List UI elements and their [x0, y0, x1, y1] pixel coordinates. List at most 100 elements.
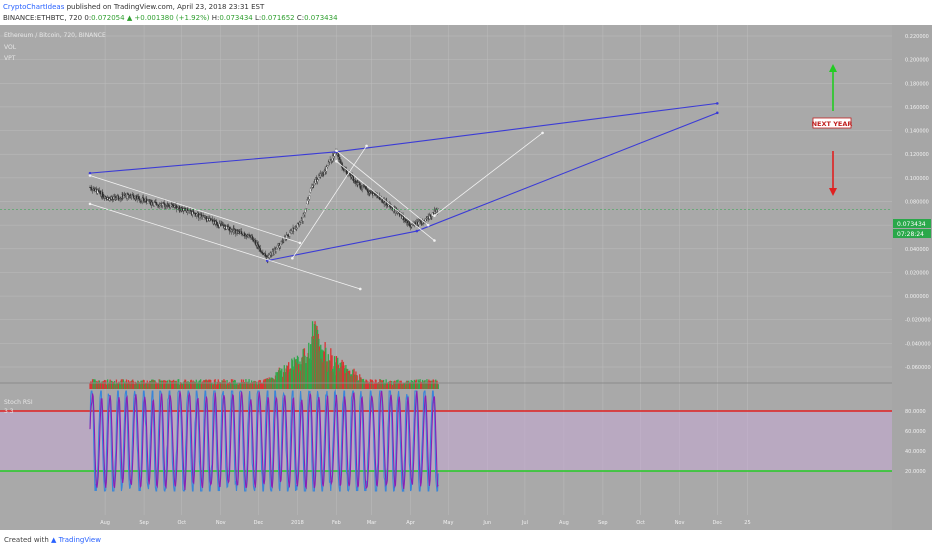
low-label: L:: [252, 14, 262, 22]
channel-2-bottom: [336, 160, 435, 241]
stoch-k-line: [89, 388, 439, 493]
time-tick-label: Nov: [216, 520, 226, 526]
channel-2-bottom-point: [335, 160, 338, 163]
time-tick-label: Aug: [100, 520, 110, 526]
volume-bar: [348, 372, 350, 389]
created-with: Created with: [4, 536, 49, 544]
stoch-params: 3 3: [4, 408, 14, 415]
chart-canvas[interactable]: 0.220000 0.200000 0.180000 0.160000 0.140000…: [0, 25, 932, 530]
publish-header: CryptoChartIdeas published on TradingVie…: [0, 0, 932, 24]
price-tick-label: 0.020000: [905, 270, 929, 276]
publish-info: published on TradingView.com, April 23, …: [64, 3, 265, 11]
volume-bar: [431, 380, 433, 389]
next-year-box: [812, 117, 852, 129]
volume-bar: [382, 379, 385, 389]
time-tick-label: 2018: [291, 520, 304, 526]
volume-bar: [313, 338, 315, 389]
volume-bar: [246, 382, 248, 389]
candle-body: [198, 212, 200, 218]
volume-bar: [220, 382, 222, 389]
volume-bar: [392, 384, 394, 389]
footer: Created with ▲ TradingView: [0, 530, 932, 550]
channel-1-top-point: [298, 241, 302, 245]
time-tick-label: 25: [744, 520, 750, 526]
volume-bar: [181, 383, 183, 389]
volume-bar: [404, 384, 407, 389]
author-link[interactable]: CryptoChartIdeas: [3, 3, 65, 11]
volume-bar: [357, 380, 359, 389]
candle-body: [209, 218, 211, 220]
time-tick-label: Oct: [636, 520, 645, 526]
time-tick-label: Aug: [559, 520, 569, 526]
volume-bar: [286, 365, 289, 389]
symbol-line: BINANCE:ETHBTC, 720 0:0.072054 ▲ +0.0013…: [3, 13, 338, 23]
upper-trendline-point: [715, 102, 719, 105]
tradingview-link[interactable]: TradingView: [58, 536, 101, 544]
projection-1-point: [291, 256, 294, 260]
candle-body: [420, 221, 422, 223]
volume-bar: [233, 379, 236, 389]
time-tick-label: Oct: [177, 520, 186, 526]
channel-2-bottom-point: [433, 239, 436, 242]
countdown-tag: [893, 229, 931, 238]
volume-bar: [255, 383, 257, 389]
stoch-tick-label: 60.0000: [905, 429, 926, 435]
last-price-label: 0.073434: [897, 221, 926, 228]
volume-bar: [427, 381, 429, 389]
volume-bar: [321, 362, 324, 389]
time-tick-label: Apr: [406, 520, 416, 526]
price-tick-label: 0.180000: [905, 81, 929, 87]
change-value: ▲ +0.001380 (+1.92%): [126, 14, 210, 22]
volume-bar: [300, 364, 302, 389]
candle-body: [254, 240, 257, 245]
close-label: C:: [294, 14, 305, 22]
time-tick-label: Sep: [139, 520, 148, 526]
high-label: H:: [209, 14, 220, 22]
high-value: 0.073434: [219, 14, 253, 22]
stoch-rsi-pane: [0, 388, 892, 493]
time-tick-label: Nov: [675, 520, 685, 526]
candle-body: [105, 196, 107, 198]
volume-bar: [282, 372, 285, 389]
volume-bar: [330, 370, 333, 389]
candle-body: [148, 199, 150, 202]
channel-1-top-point: [88, 174, 92, 177]
candle-body: [147, 200, 149, 204]
channel-1-bottom-point: [88, 202, 92, 206]
price-axis-panel: [892, 25, 932, 530]
time-tick-label: Dec: [712, 520, 722, 526]
lower-trendline: [416, 112, 718, 232]
channel-2-top-point: [335, 149, 338, 152]
footer-text: Created with ▲ TradingView: [4, 536, 101, 544]
price-tick-label: 0.080000: [905, 200, 929, 206]
tradingview-icon: ▲: [51, 536, 57, 544]
volume-bar: [128, 384, 130, 389]
time-tick-label: Jun: [482, 520, 491, 526]
time-tick-label: May: [443, 520, 453, 526]
volume-bar: [198, 380, 201, 389]
vpt-label: VPT: [4, 55, 16, 62]
volume-bar: [256, 384, 258, 389]
volume-bar: [383, 384, 385, 389]
volume-bar: [304, 355, 306, 389]
lower-trendline-point: [415, 229, 419, 233]
price-tick-label: 0.120000: [905, 152, 929, 158]
stoch-band: [0, 411, 892, 471]
volume-bar: [234, 380, 236, 389]
annotations: NEXT YEAR: [812, 64, 852, 196]
volume-bar: [274, 379, 276, 389]
price-tick-label: -0.040000: [905, 341, 931, 347]
candle-body: [145, 198, 148, 203]
volume-bar: [211, 382, 213, 389]
time-tick-label: Dec: [254, 520, 264, 526]
lower-trendline: [267, 230, 417, 262]
upper-trendline: [89, 151, 337, 174]
volume-bar: [309, 362, 311, 389]
volume-bar: [428, 379, 430, 389]
symbol-prefix: BINANCE:ETHBTC, 720: [3, 14, 85, 22]
volume-bar: [189, 380, 192, 389]
open-value: 0.072054: [91, 14, 125, 22]
volume-bar: [413, 379, 416, 389]
time-tick-label: Feb: [332, 520, 341, 526]
candle-body: [262, 253, 265, 255]
